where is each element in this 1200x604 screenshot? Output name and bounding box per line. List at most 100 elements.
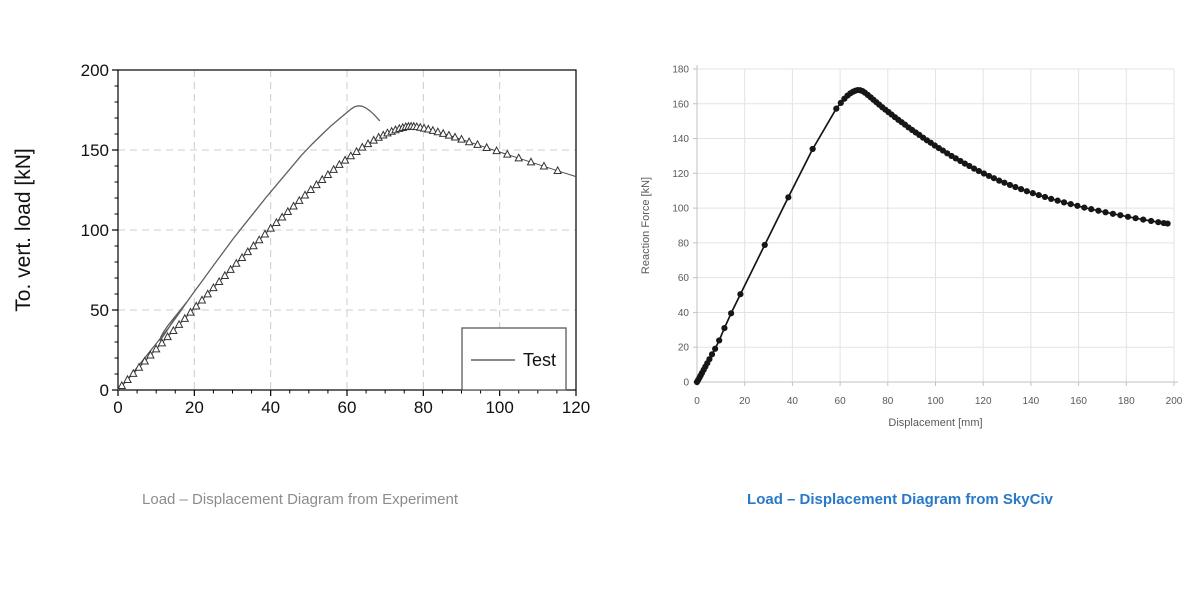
x-axis-title: Displacement [mm] <box>888 417 982 429</box>
data-point <box>220 270 230 279</box>
experiment-caption: Load – Displacement Diagram from Experim… <box>142 491 458 508</box>
data-point <box>1060 199 1068 206</box>
y-axis-title: To. vert. load [kN] <box>12 148 35 311</box>
x-tick-label: 60 <box>338 398 357 417</box>
x-tick-label: 40 <box>261 398 280 417</box>
data-point <box>438 128 448 137</box>
data-point <box>1023 188 1030 195</box>
data-point <box>1164 220 1171 227</box>
data-point <box>231 258 241 267</box>
data-point <box>1074 202 1081 209</box>
y-tick-label: 50 <box>90 301 109 320</box>
data-point <box>1140 216 1147 223</box>
gridlines <box>118 70 576 390</box>
x-tick-label: 180 <box>1118 396 1135 407</box>
data-point <box>289 201 298 210</box>
data-point <box>146 350 155 359</box>
y-tick-label: 120 <box>672 169 689 180</box>
data-point <box>526 157 536 166</box>
data-point <box>1132 215 1139 222</box>
y-tick-label: 100 <box>672 204 689 215</box>
data-point <box>444 130 454 139</box>
data-point <box>157 338 167 347</box>
series-markers <box>693 86 1171 386</box>
data-point <box>191 301 201 310</box>
data-point <box>226 264 235 273</box>
y-tick-label: 0 <box>100 381 109 400</box>
x-tick-label: 80 <box>882 396 894 407</box>
data-point <box>1029 190 1036 197</box>
x-tick-label: 0 <box>694 396 700 407</box>
data-point <box>294 195 304 204</box>
data-point <box>450 132 460 141</box>
data-point <box>1006 181 1014 189</box>
data-point <box>1035 191 1042 199</box>
data-point <box>300 190 310 199</box>
y-tick-label: 180 <box>672 65 689 76</box>
data-point <box>464 137 474 146</box>
data-point <box>306 184 316 194</box>
y-tick-label: 140 <box>672 134 689 145</box>
data-point <box>492 145 501 155</box>
data-point <box>1054 197 1061 204</box>
data-point <box>1148 217 1155 225</box>
x-tick-label: 0 <box>113 398 122 417</box>
x-tick-label: 200 <box>1166 396 1183 407</box>
data-point <box>514 153 524 162</box>
y-tick-label: 40 <box>678 308 690 319</box>
y-tick-label: 200 <box>81 61 109 80</box>
data-point <box>312 179 321 189</box>
data-point <box>761 241 768 249</box>
data-point <box>502 149 512 158</box>
series-1 <box>117 121 577 390</box>
series-markers <box>117 121 563 390</box>
data-point <box>134 362 144 371</box>
data-point <box>423 124 433 133</box>
data-point <box>123 374 132 383</box>
data-point <box>174 319 184 328</box>
experiment-figure: 0 20 40 60 80 100 120 0 50 100 150 200 To. vert. loa… <box>12 61 590 508</box>
x-tick-label: 120 <box>562 398 590 417</box>
y-tick-label: 100 <box>81 221 109 240</box>
data-point <box>482 142 492 151</box>
y-axis-title: Reaction Force [kN] <box>640 177 652 274</box>
x-tick-label: 100 <box>927 396 944 407</box>
y-tick-label: 60 <box>678 273 690 284</box>
data-point <box>283 206 293 215</box>
data-point <box>1102 209 1109 216</box>
data-point <box>335 159 344 168</box>
data-point <box>1048 195 1055 202</box>
data-point <box>985 172 993 180</box>
data-point <box>197 295 207 304</box>
data-point <box>837 99 844 107</box>
data-point <box>1088 206 1095 213</box>
data-point <box>952 155 959 162</box>
data-point <box>272 217 281 226</box>
data-point <box>260 229 270 238</box>
data-point <box>553 165 563 174</box>
series-0 <box>117 105 381 391</box>
data-point <box>712 345 719 352</box>
data-point <box>980 170 988 177</box>
data-point <box>428 125 438 134</box>
data-point <box>249 241 258 250</box>
axes <box>696 65 1178 383</box>
x-tick-label: 100 <box>485 398 513 417</box>
data-point <box>340 155 350 164</box>
skyciv-chart: 0 20 40 60 80 100 120 140 160 180 200 0 20 40 60 80 100 1… <box>640 65 1183 430</box>
data-point <box>975 167 983 175</box>
data-point <box>128 368 138 377</box>
data-point <box>1067 201 1074 208</box>
data-point <box>721 324 728 332</box>
data-point <box>1155 219 1162 226</box>
y-tick-label: 150 <box>81 141 109 160</box>
data-point <box>1095 207 1102 214</box>
experiment-chart: 0 20 40 60 80 100 120 0 50 100 150 200 To. vert. loa… <box>12 61 590 417</box>
data-point <box>254 235 264 244</box>
data-point <box>209 282 218 292</box>
legend: Test <box>461 327 567 391</box>
data-point <box>1109 210 1117 217</box>
series-0 <box>693 86 1171 386</box>
data-point <box>203 289 213 298</box>
y-tick-label: 0 <box>683 378 689 389</box>
